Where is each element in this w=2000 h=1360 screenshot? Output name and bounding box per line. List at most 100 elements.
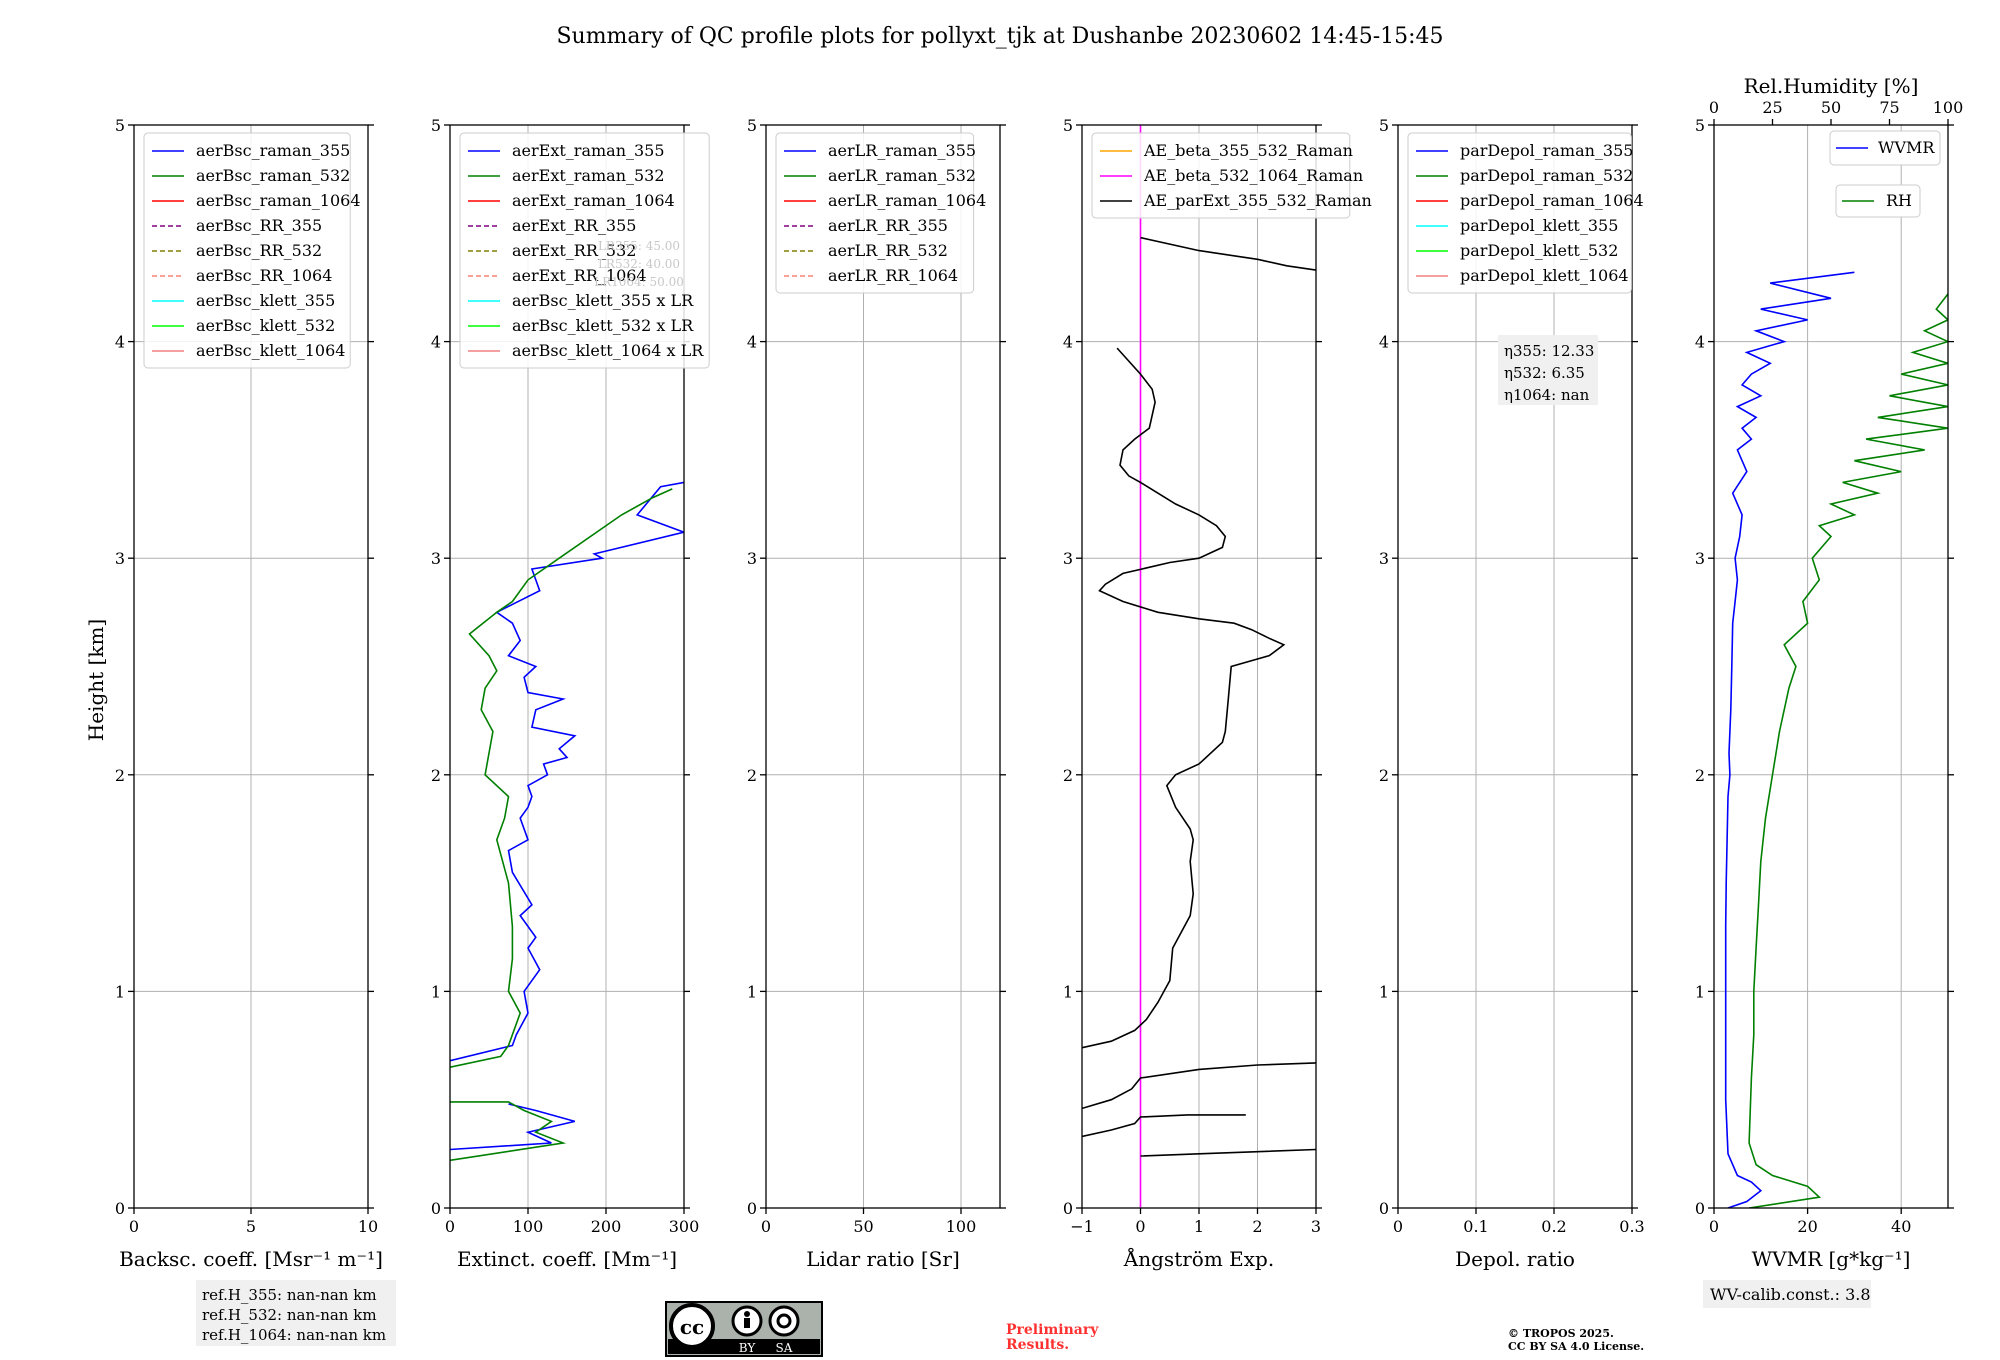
legend-entry: AE_beta_532_1064_Raman xyxy=(1143,166,1363,185)
y-tick-label: 2 xyxy=(1695,766,1705,785)
series-line-AE_parExt_355_532_Raman_b xyxy=(1082,1062,1316,1110)
legend-entry: aerBsc_RR_355 xyxy=(196,216,322,235)
axes-frame xyxy=(1397,124,1633,1209)
y-tick-label: 1 xyxy=(1695,982,1705,1001)
y-tick-label: 2 xyxy=(115,766,125,785)
x-tick-label: 100 xyxy=(513,1217,544,1236)
wv-calib-box xyxy=(1703,1280,1871,1308)
legend-entry-wvmr: WVMR xyxy=(1878,138,1935,157)
series-line-WVMR xyxy=(1724,271,1855,1208)
x-tick-label: 0 xyxy=(129,1217,139,1236)
lidar-ratio-text: LR1064: 50.00 xyxy=(594,275,684,289)
legend-entry: aerLR_RR_532 xyxy=(828,241,948,260)
y-tick-label: 0 xyxy=(1063,1199,1073,1218)
x-tick-label: 0 xyxy=(1135,1217,1145,1236)
axes-frame xyxy=(449,124,685,1209)
series-line-aerExt_raman_355_low xyxy=(450,1103,576,1151)
legend-entry: parDepol_raman_355 xyxy=(1460,141,1633,160)
cc-text: cc xyxy=(680,1315,704,1339)
legend-entry: aerLR_raman_532 xyxy=(828,166,976,185)
x-tick-label: 0.3 xyxy=(1619,1217,1644,1236)
wv-calib: WV-calib.const.: 3.8 xyxy=(1710,1285,1871,1304)
y-tick-label: 0 xyxy=(115,1199,125,1218)
legend-entry: parDepol_klett_355 xyxy=(1460,216,1618,235)
legend-entry: aerBsc_RR_1064 xyxy=(196,266,332,285)
y-tick-label: 3 xyxy=(1379,549,1389,568)
series-line-aerExt_raman_532_low xyxy=(450,1101,567,1162)
cc-license-badge: cc BY SA xyxy=(665,1301,823,1357)
y-tick-label: 4 xyxy=(431,333,441,352)
preliminary-line1: Preliminary xyxy=(1006,1322,1099,1338)
y-tick-label: 5 xyxy=(747,116,757,135)
copyright-line2: CC BY SA 4.0 License. xyxy=(1508,1340,1644,1353)
y-tick-label: 2 xyxy=(747,766,757,785)
legend-entry: aerLR_raman_1064 xyxy=(828,191,986,210)
panel-wv: 0 20 40 0 1 2 3 4 5 WVMR [g*kg⁻¹] 0 25 50 75 100 Rel.Hu… xyxy=(1695,74,1963,1271)
panel-depol: 0 0.1 0.2 0.3 0 1 2 3 4 5 Depol. ratio parDepol_ram… xyxy=(1379,116,1645,1271)
y-tick-label: 0 xyxy=(431,1199,441,1218)
x-tick-label: 0 xyxy=(761,1217,771,1236)
footer: ref.H_355: nan-nan km ref.H_532: nan-nan… xyxy=(196,1280,1871,1357)
y-tick-label: 3 xyxy=(1063,549,1073,568)
x-axis-label: Lidar ratio [Sr] xyxy=(806,1247,960,1271)
y-tick-label: 3 xyxy=(1695,549,1705,568)
panel-lr: 0 50 100 0 1 2 3 4 5 Lidar ratio [Sr] aerLR_raman_… xyxy=(747,116,1006,1271)
y-tick-label: 0 xyxy=(1695,1199,1705,1218)
y-tick-label: 2 xyxy=(1379,766,1389,785)
y-tick-label: 5 xyxy=(1379,116,1389,135)
legend-box xyxy=(143,132,351,369)
legend-box-wvmr xyxy=(1829,130,1941,166)
lidar-ratio-text: LR355: 45.00 xyxy=(598,239,680,253)
legend-entry: aerBsc_RR_532 xyxy=(196,241,322,260)
x-tick-label: 0 xyxy=(1709,1217,1719,1236)
x2-tick-label: 75 xyxy=(1879,98,1899,117)
x-tick-label: 0 xyxy=(1393,1217,1403,1236)
x-tick-label: 1 xyxy=(1194,1217,1204,1236)
x-tick-label: 0.1 xyxy=(1463,1217,1488,1236)
x2-tick-label: 100 xyxy=(1933,98,1964,117)
series-line-AE_parExt_355_532_Raman_d xyxy=(1140,1148,1316,1157)
ref-h-532: ref.H_532: nan-nan km xyxy=(202,1306,377,1324)
legend-entry: aerLR_RR_355 xyxy=(828,216,948,235)
legend-entry: aerBsc_klett_355 xyxy=(196,291,335,310)
legend-entry: parDepol_klett_532 xyxy=(1460,241,1618,260)
y-tick-label: 4 xyxy=(1695,333,1705,352)
series-group xyxy=(1082,125,1316,1208)
legend-entry: AE_beta_355_532_Raman xyxy=(1143,141,1353,160)
y-tick-label: 4 xyxy=(1063,333,1073,352)
legend-entry: aerBsc_raman_1064 xyxy=(196,191,361,210)
x-tick-label: 10 xyxy=(358,1217,378,1236)
x2-tick-label: 25 xyxy=(1762,98,1782,117)
y-tick-label: 1 xyxy=(1379,982,1389,1001)
y-tick-label: 4 xyxy=(747,333,757,352)
x-axis-label: Extinct. coeff. [Mm⁻¹] xyxy=(457,1247,677,1271)
series-line-aerExt_raman_355 xyxy=(450,481,684,1062)
y-tick-label: 1 xyxy=(115,982,125,1001)
legend-box xyxy=(1091,132,1351,219)
x-tick-label: 100 xyxy=(946,1217,977,1236)
x2-tick-label: 0 xyxy=(1709,98,1719,117)
legend-entry: aerBsc_raman_532 xyxy=(196,166,350,185)
by-label: BY xyxy=(739,1341,757,1355)
legend-box xyxy=(1407,132,1632,294)
y-tick-label: 2 xyxy=(431,766,441,785)
axes-frame xyxy=(765,124,1001,1209)
series-line-AE_parExt_355_532_Raman_c xyxy=(1082,1114,1246,1138)
x-tick-label: 3 xyxy=(1311,1217,1321,1236)
y-tick-label: 1 xyxy=(1063,982,1073,1001)
panel-bsc: 0 5 10 0 1 2 3 4 5 Backsc. coeff. [Msr⁻¹ m⁻¹] aerB… xyxy=(115,116,383,1271)
preliminary-line2: Results. xyxy=(1006,1337,1069,1353)
x-tick-label: −1 xyxy=(1070,1217,1094,1236)
y-tick-label: 4 xyxy=(1379,333,1389,352)
sa-share-icon xyxy=(768,1305,800,1337)
legend-entry: aerBsc_klett_1064 xyxy=(196,341,345,360)
eta-value: η532: 6.35 xyxy=(1504,364,1585,382)
series-line-aerExt_raman_532 xyxy=(450,488,673,1068)
legend-entry: aerBsc_raman_355 xyxy=(196,141,350,160)
series-group xyxy=(1724,271,1948,1208)
legend-entry: parDepol_klett_1064 xyxy=(1460,266,1629,285)
eta-value: η355: 12.33 xyxy=(1504,342,1594,360)
legend-entry: aerLR_RR_1064 xyxy=(828,266,958,285)
legend-entry: aerBsc_klett_532 x LR xyxy=(512,316,694,335)
